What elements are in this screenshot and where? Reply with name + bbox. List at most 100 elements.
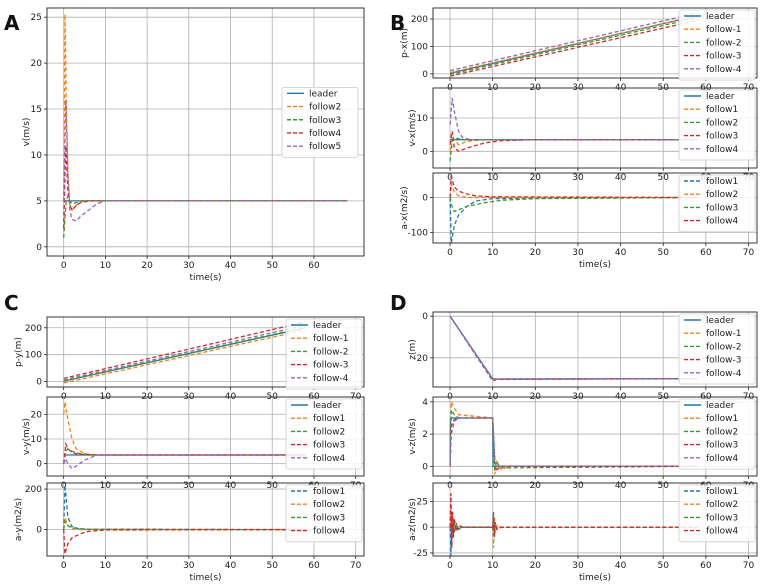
chart-panel-b2: 010203040506070010v-x(m/s)leaderfollow1f…: [408, 87, 758, 183]
legend-entry-follow-1: follow-1: [706, 25, 742, 35]
legend-entry-follow4: follow4: [706, 454, 739, 464]
legend-entry-follow-2: follow-2: [706, 342, 742, 352]
y-tick-label: 0: [422, 312, 428, 322]
y-tick-label: 100: [411, 42, 428, 52]
series-group: [449, 176, 698, 243]
legend-entry-follow-4: follow-4: [706, 65, 742, 75]
chart-panel-b1: 0102030405060700100200p-x(m)leaderfollow…: [390, 7, 758, 93]
series-line-follow2: [449, 407, 698, 472]
legend-entry-follow4: follow4: [309, 129, 342, 139]
legend-entry-follow2: follow2: [313, 427, 345, 437]
legend: leader follow1 follow2 follow3 follow4: [285, 398, 363, 470]
legend-entry-follow1: follow1: [706, 414, 738, 424]
legend-entry-follow3: follow3: [309, 116, 341, 126]
series-group: [449, 12, 698, 77]
y-axis-label: v-x(m/s): [408, 109, 418, 146]
panel-label: A: [4, 11, 20, 35]
chart-panel-a: 0 10 20 30 40 50 60 0 5 10 15 20 25 time(s) v(m/s) lead…: [4, 7, 365, 283]
x-tick-label: 50: [267, 561, 279, 571]
chart-panel-d2: 010203040506070024v-z(m/s)leaderfollow1f…: [408, 396, 758, 491]
series-line-follow-4: [449, 315, 698, 381]
panel-label: C: [4, 291, 19, 315]
series-line-follow3: [63, 441, 306, 464]
series-line-follow4: [63, 145, 348, 229]
series-line-follow2: [449, 183, 698, 199]
x-tick-label: 30: [572, 561, 584, 571]
series-line-follow2: [449, 137, 698, 162]
y-tick-label: 200: [411, 15, 428, 25]
legend-entry-leader: leader: [313, 401, 342, 411]
x-tick-label: 30: [183, 261, 195, 271]
series-line-follow4: [449, 493, 698, 548]
series-line-follow2: [63, 517, 306, 531]
series-line-follow1: [449, 196, 698, 243]
legend: leader follow-1 follow-2 follow-3 follow-4: [678, 9, 756, 81]
x-tick-label: 60: [700, 248, 712, 258]
legend: leader follow1 follow2 follow3 follow4: [678, 398, 756, 470]
legend-entry-follow3: follow3: [313, 441, 345, 451]
legend-entry-follow3: follow3: [706, 132, 738, 142]
legend-entry-follow1: follow1: [706, 177, 738, 187]
series-line-follow3: [63, 519, 306, 531]
x-tick-label: 50: [657, 561, 669, 571]
chart-panel-b3: 0 10 20 30 40 50 60 70 -100 0 time(s) a-x(m2/s) foll…: [400, 172, 758, 270]
legend-entry-follow4: follow4: [706, 145, 739, 155]
y-tick-label: 0: [422, 194, 428, 204]
series-group: [63, 401, 306, 470]
x-tick-label: 0: [447, 561, 453, 571]
legend-box: [678, 398, 756, 470]
y-tick-label: 0: [422, 523, 428, 533]
legend-entry-follow4: follow4: [706, 217, 739, 227]
series-line-follow1: [449, 401, 698, 475]
y-tick-label: 25: [31, 13, 42, 23]
series-group: [449, 493, 698, 556]
x-tick-label: 10: [100, 261, 112, 271]
legend-entry-follow1: follow1: [706, 487, 738, 497]
series-group: [449, 97, 698, 162]
legend-box: [285, 318, 363, 390]
series-line-follow3: [449, 131, 698, 153]
x-tick-label: 20: [530, 248, 542, 258]
x-tick-label: 40: [225, 261, 237, 271]
y-axis-label: v-z(m/s): [408, 418, 418, 455]
y-tick-label: 0: [36, 526, 42, 536]
series-line-follow4: [63, 528, 306, 555]
series-group: [449, 401, 698, 475]
legend-entry-follow3: follow3: [706, 441, 738, 451]
legend-entry-leader: leader: [706, 316, 735, 326]
series-line-follow4: [449, 417, 698, 469]
y-tick-label: 10: [31, 435, 43, 445]
y-axis-label: a-y(m2/s): [14, 498, 24, 541]
series-line-follow-2: [449, 16, 698, 76]
x-tick-label: 0: [61, 261, 67, 271]
legend: follow1 follow2 follow3 follow4: [285, 484, 363, 543]
panel-label: B: [390, 11, 405, 35]
x-tick-label: 70: [743, 248, 755, 258]
x-tick-label: 40: [615, 561, 627, 571]
series-line-follow-1: [63, 329, 306, 384]
y-tick-label: 20: [31, 410, 43, 420]
y-tick-label: 0: [422, 70, 428, 80]
plot-frame: [432, 311, 758, 388]
legend-entry-follow5: follow5: [309, 142, 341, 152]
series-line-follow1: [63, 484, 306, 531]
plot-frame: [432, 482, 758, 557]
y-tick-label: 200: [25, 485, 42, 495]
legend-entry-follow3: follow3: [706, 203, 738, 213]
y-tick-label: -25: [413, 549, 428, 559]
chart-panel-c3: 0 10 20 30 40 50 60 70 0 200 time(s) a-y(m2/s) follo…: [14, 482, 365, 583]
legend-entry-follow1: follow1: [313, 487, 345, 497]
legend-entry-follow2: follow2: [706, 500, 738, 510]
legend-box: [285, 484, 363, 543]
y-tick-label: 20: [31, 59, 43, 69]
legend-entry-follow-2: follow-2: [706, 38, 742, 48]
x-tick-label: 20: [141, 561, 153, 571]
y-tick-label: -100: [408, 229, 429, 239]
legend-entry-follow2: follow2: [309, 103, 341, 113]
legend-entry-follow-3: follow-3: [706, 52, 742, 62]
series-line-follow3: [449, 196, 698, 213]
y-tick-label: 0: [422, 147, 428, 157]
y-tick-label: 4: [422, 398, 428, 408]
x-tick-label: 50: [657, 248, 669, 258]
